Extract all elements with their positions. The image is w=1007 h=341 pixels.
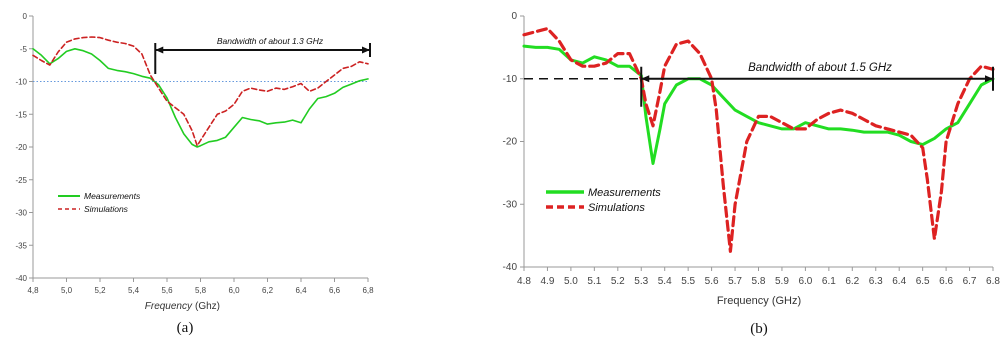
x-tick-label: 6,2 bbox=[262, 286, 274, 295]
chart-a: 0 -5 -10 -15 -20 -25 -30 -35 -40 4,8 5,0 5,2 5,4 5,6… bbox=[15, 12, 374, 336]
x-axis-label: Frequency bbox=[145, 301, 193, 312]
x-tick-label: 5,0 bbox=[61, 286, 73, 295]
x-tick-label: 4.9 bbox=[540, 276, 554, 287]
x-axis-label: Frequency (GHz) bbox=[717, 295, 801, 307]
series-group bbox=[32, 36, 369, 148]
legend-label-measurements: Measurements bbox=[84, 191, 141, 201]
x-tick-label: 6,6 bbox=[329, 286, 341, 295]
series-group bbox=[522, 27, 995, 253]
y-tick-label: -40 bbox=[15, 274, 27, 283]
y-tick-label: -15 bbox=[15, 110, 27, 119]
x-tick-label: 6,4 bbox=[295, 286, 307, 295]
bandwidth-annotation: Bandwidth of about 1.5 GHz bbox=[640, 62, 994, 107]
x-tick-label: 5,6 bbox=[161, 286, 173, 295]
x-tick-label: 5.5 bbox=[681, 276, 695, 287]
x-tick-label: 4.8 bbox=[517, 276, 531, 287]
y-tick-label: 0 bbox=[511, 11, 517, 22]
x-axis: 4.8 4.9 5.0 5.1 5.2 5.3 5.4 5.5 5.6 5.7 5.8 5.9 6.0 6… bbox=[517, 266, 1000, 287]
x-tick-label: 5.2 bbox=[611, 276, 625, 287]
x-tick-label: 6.6 bbox=[939, 276, 953, 287]
caption-a: (a) bbox=[177, 320, 194, 336]
bandwidth-annotation: Bandwidth of about 1.3 GHz bbox=[154, 36, 371, 74]
y-tick-label: -10 bbox=[503, 74, 518, 85]
y-tick-label: -35 bbox=[15, 241, 27, 250]
x-tick-label: 6.5 bbox=[916, 276, 930, 287]
x-tick-label: 6,0 bbox=[228, 286, 240, 295]
annotation-text: Bandwidth of about 1.5 GHz bbox=[748, 62, 892, 74]
x-tick-label: 5.8 bbox=[752, 276, 766, 287]
y-tick-label: -30 bbox=[15, 209, 27, 218]
arrow-head-left bbox=[641, 75, 650, 83]
x-axis: 4,8 5,0 5,2 5,4 5,6 5,8 6,0 6,2 6,4 6,6 6,8 bbox=[27, 277, 374, 295]
x-tick-label: 6.3 bbox=[869, 276, 883, 287]
y-tick-label: -10 bbox=[15, 78, 27, 87]
x-tick-label: 5.9 bbox=[775, 276, 789, 287]
x-tick-label: 6.8 bbox=[986, 276, 1000, 287]
arrow-head-left bbox=[155, 46, 164, 54]
legend: Measurements Simulations bbox=[58, 191, 141, 214]
chart-b: 0 -10 -20 -30 -40 4.8 4.9 5.0 5.1 5.2 5.3 5.4 5.5 5.… bbox=[503, 11, 1001, 337]
legend-label-measurements: Measurements bbox=[588, 187, 661, 199]
y-tick-label: -5 bbox=[20, 45, 28, 54]
x-tick-label: 5.3 bbox=[634, 276, 648, 287]
series-line-measurements bbox=[32, 48, 369, 148]
x-tick-label: 5.7 bbox=[728, 276, 742, 287]
x-tick-label: 5.1 bbox=[587, 276, 601, 287]
arrow-head-right bbox=[362, 46, 370, 54]
legend-label-simulations: Simulations bbox=[84, 204, 129, 214]
y-tick-label: -25 bbox=[15, 176, 27, 185]
x-tick-label: 5,8 bbox=[195, 286, 207, 295]
series-line-simulations bbox=[32, 36, 369, 147]
y-tick-label: -40 bbox=[503, 262, 518, 273]
legend: Measurements Simulations bbox=[546, 187, 661, 214]
annotation-text: Bandwidth of about 1.3 GHz bbox=[217, 36, 324, 46]
x-tick-label: 6.4 bbox=[892, 276, 906, 287]
y-tick-label: -30 bbox=[503, 199, 518, 210]
y-axis: 0 -5 -10 -15 -20 -25 -30 -35 -40 bbox=[15, 12, 34, 283]
x-tick-label: 5.4 bbox=[658, 276, 672, 287]
x-tick-label: 6.7 bbox=[963, 276, 977, 287]
x-axis-title: Frequency (Ghz) bbox=[145, 301, 220, 312]
x-tick-label: 5,2 bbox=[94, 286, 106, 295]
x-tick-label: 5,4 bbox=[128, 286, 140, 295]
x-tick-label: 5.0 bbox=[564, 276, 578, 287]
x-tick-label: 5.6 bbox=[705, 276, 719, 287]
x-tick-label: 4,8 bbox=[27, 286, 39, 295]
arrow-head-right bbox=[985, 75, 993, 83]
x-tick-label: 6.2 bbox=[845, 276, 859, 287]
y-axis: 0 -10 -20 -30 -40 bbox=[503, 11, 525, 273]
y-tick-label: -20 bbox=[503, 137, 518, 148]
series-line-simulations bbox=[522, 27, 995, 253]
y-tick-label: -20 bbox=[15, 143, 27, 152]
x-axis-unit: (Ghz) bbox=[195, 301, 220, 312]
series-line-measurements bbox=[522, 44, 995, 165]
y-tick-label: 0 bbox=[23, 12, 28, 21]
legend-label-simulations: Simulations bbox=[588, 202, 645, 214]
x-tick-label: 6.1 bbox=[822, 276, 836, 287]
caption-b: (b) bbox=[750, 321, 768, 337]
x-tick-label: 6.0 bbox=[798, 276, 812, 287]
x-tick-label: 6,8 bbox=[362, 286, 374, 295]
